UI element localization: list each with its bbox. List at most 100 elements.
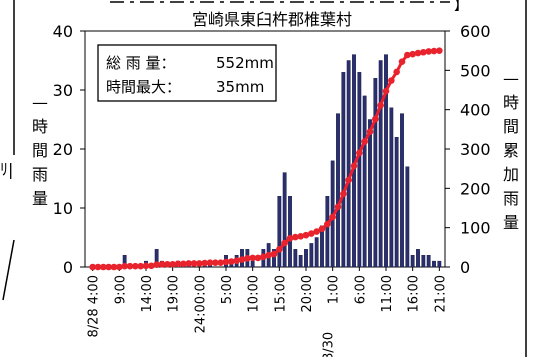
cumulative-point — [318, 225, 326, 233]
cumulative-point — [158, 260, 166, 268]
cumulative-point — [334, 203, 342, 211]
y-left-tick-label: 20 — [53, 140, 73, 159]
cumulative-point — [196, 260, 203, 267]
rain-bar — [277, 195, 282, 268]
y-left-tick-label: 10 — [53, 199, 73, 218]
rain-bar — [389, 107, 394, 268]
cumulative-point — [222, 258, 230, 266]
x-tick-label: 8/28 4:00 — [87, 275, 102, 338]
x-tick-label: 6:00 — [353, 275, 368, 304]
cumulative-point — [302, 231, 310, 239]
rain-bar — [314, 237, 319, 268]
rain-bar — [250, 260, 255, 268]
cumulative-point — [105, 263, 112, 271]
cumulative-point — [297, 233, 304, 240]
right-axis-char: 量 — [503, 213, 519, 232]
x-axis: 8/28 4:00 9:00 14:00 19:00 24:00:00 5:00 10:00… — [87, 267, 448, 357]
cumulative-point — [340, 190, 347, 198]
rain-bar — [282, 172, 287, 268]
rain-bar — [288, 195, 292, 268]
left-axis-char: 間 — [32, 141, 48, 160]
x-tick-label: 11:00 — [380, 275, 395, 312]
cumulative-point — [94, 263, 102, 271]
y-right-tick-label: 600 — [460, 22, 491, 41]
rain-bar — [346, 60, 351, 268]
x-tick-label: 20:00 — [300, 275, 315, 312]
right-axis-char: — — [503, 69, 519, 88]
rain-bar — [400, 113, 404, 268]
cumulative-point — [425, 48, 432, 55]
hourly-rain-bars — [122, 54, 442, 268]
y-right-tick-label: 100 — [460, 219, 491, 238]
cumulative-point — [116, 263, 123, 271]
chart-title: 宮崎県東臼杵郡椎葉村 — [192, 10, 352, 29]
cumulative-point — [372, 115, 379, 123]
cumulative-point — [89, 263, 96, 271]
x-tick-label: 19:00 — [167, 275, 182, 312]
cumulative-point — [180, 260, 187, 268]
rain-bar — [304, 249, 308, 268]
cumulative-point — [398, 58, 406, 65]
cumulative-point — [366, 128, 374, 135]
cumulative-point — [110, 263, 118, 271]
side-mark: ﾘ| — [0, 160, 13, 179]
cumulative-point — [228, 258, 235, 265]
rain-bar — [341, 72, 346, 268]
cumulative-point — [350, 162, 358, 170]
rain-bar — [432, 260, 436, 268]
rain-bar — [362, 95, 367, 268]
cumulative-point — [190, 260, 198, 267]
cumulative-point — [265, 251, 272, 259]
rain-bar — [394, 136, 399, 268]
cumulative-point — [201, 259, 208, 267]
x-tick-label: 24:00:00 — [193, 275, 208, 333]
rain-bar — [437, 260, 442, 268]
cumulative-point — [313, 228, 320, 235]
cumulative-point — [126, 262, 134, 270]
cumulative-point — [377, 102, 384, 109]
cumulative-point — [356, 149, 363, 157]
stats-box-frame — [97, 44, 277, 102]
cumulative-point — [276, 246, 283, 253]
cumulative-point — [132, 262, 139, 270]
rain-bar — [325, 195, 330, 268]
y-right-tick-label: 0 — [460, 258, 470, 277]
cumulative-point — [409, 50, 416, 58]
rain-bar — [357, 72, 362, 268]
rain-bar — [272, 249, 276, 268]
y-right-tick-label: 200 — [460, 179, 491, 198]
title-fragment: 】 — [454, 0, 468, 14]
cumulative-point — [308, 230, 315, 237]
x-tick-label: 5:00 — [220, 275, 235, 304]
x-date-marker: 8/30 — [321, 332, 336, 357]
cumulative-point — [414, 49, 422, 57]
rain-bar — [421, 254, 426, 268]
rain-bar — [416, 249, 420, 268]
max-rain-value: 35mm — [216, 78, 264, 96]
cumulative-point — [270, 250, 278, 258]
cumulative-point — [217, 259, 224, 266]
rain-bar — [426, 254, 431, 268]
y-right-tick-label: 300 — [460, 140, 491, 159]
rain-bar — [368, 119, 372, 268]
stats-box: 総 雨 量： 552mm 時間最大： 35mm — [97, 44, 277, 102]
cumulative-point — [388, 77, 395, 84]
right-axis-char: 累 — [503, 141, 519, 160]
cumulative-point — [324, 220, 331, 228]
left-axis-char: 時 — [32, 117, 48, 136]
cumulative-point — [100, 263, 107, 271]
right-axis-char: 加 — [503, 165, 519, 184]
cumulative-point — [254, 254, 262, 262]
left-axis-char: 雨 — [32, 165, 48, 184]
x-tick-label: 15:00 — [273, 275, 288, 312]
cumulative-point — [137, 262, 144, 270]
cumulative-point — [329, 213, 336, 221]
x-tick-label: 1:00 — [327, 275, 342, 304]
y-left-tick-label: 0 — [63, 258, 73, 277]
cumulative-point — [260, 253, 267, 261]
cumulative-point — [212, 259, 219, 266]
y-left-tick-label: 40 — [53, 22, 73, 41]
rain-bar — [298, 254, 303, 268]
